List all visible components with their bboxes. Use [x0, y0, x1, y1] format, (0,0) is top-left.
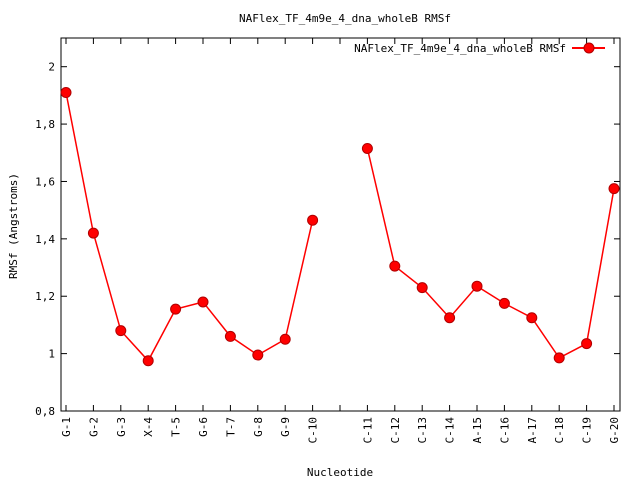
x-tick-label: C-19 — [581, 417, 594, 444]
data-point — [581, 338, 593, 350]
data-point — [142, 355, 154, 367]
data-point — [307, 214, 319, 226]
data-point — [197, 296, 209, 308]
x-tick-label: C-16 — [498, 417, 511, 444]
series-line — [60, 87, 620, 367]
data-point — [170, 303, 182, 315]
data-point — [444, 312, 456, 324]
data-point — [608, 183, 620, 195]
y-tick-label: 1,8 — [35, 118, 55, 131]
legend: NAFlex_TF_4m9e_4_dna_wholeB RMSf — [354, 42, 605, 55]
y-tick-label: 1,6 — [35, 175, 55, 188]
legend-label: NAFlex_TF_4m9e_4_dna_wholeB RMSf — [354, 42, 566, 55]
x-tick-label: G-9 — [279, 417, 292, 437]
data-point — [416, 282, 428, 294]
x-tick-label: C-12 — [389, 417, 402, 444]
data-point — [389, 260, 401, 272]
plot-frame — [60, 37, 621, 412]
y-axis: 0,8 1 1,2 1,4 1,6 1,8 2 — [35, 61, 620, 418]
data-point — [252, 349, 264, 361]
x-tick-label: G-1 — [60, 417, 73, 437]
data-point — [224, 330, 236, 342]
x-tick-label: G-8 — [252, 417, 265, 437]
y-tick-label: 0,8 — [35, 405, 55, 418]
x-tick-label: C-14 — [444, 417, 457, 444]
y-axis-label: RMSf (Angstroms) — [7, 173, 20, 279]
x-tick-label: C-13 — [416, 417, 429, 444]
y-tick-label: 2 — [48, 61, 55, 74]
x-tick-label: G-20 — [608, 417, 621, 444]
chart-title: NAFlex_TF_4m9e_4_dna_wholeB RMSf — [239, 12, 451, 25]
data-point — [361, 142, 373, 154]
data-point — [60, 87, 72, 99]
series-segment — [65, 92, 314, 363]
x-tick-label: C-11 — [361, 417, 374, 444]
x-tick-label: G-6 — [197, 417, 210, 437]
data-point — [553, 352, 565, 364]
x-axis-label: Nucleotide — [307, 466, 373, 479]
data-point — [279, 333, 291, 345]
x-tick-label: T-7 — [224, 417, 237, 437]
x-tick-label: A-15 — [471, 417, 484, 444]
x-tick-label: G-2 — [87, 417, 100, 437]
y-tick-label: 1 — [48, 348, 55, 361]
data-point — [115, 325, 127, 337]
y-tick-label: 1,2 — [35, 290, 55, 303]
data-point — [87, 227, 99, 239]
legend-marker — [583, 42, 595, 54]
y-tick-label: 1,4 — [35, 233, 55, 246]
x-tick-label: C-18 — [553, 417, 566, 444]
data-point — [471, 280, 483, 292]
x-tick-label: A-17 — [526, 417, 539, 444]
x-tick-label: X-4 — [142, 417, 155, 437]
series-segment — [366, 148, 615, 359]
x-axis: G-1 G-2 G-3 X-4 T-5 G-6 T-7 G-8 G-9 C-10 C-11 C-12 C… — [60, 38, 621, 444]
x-tick-label: T-5 — [170, 417, 183, 437]
x-tick-label: C-10 — [307, 417, 320, 444]
data-point — [498, 297, 510, 309]
data-point — [526, 312, 538, 324]
x-tick-label: G-3 — [115, 417, 128, 437]
